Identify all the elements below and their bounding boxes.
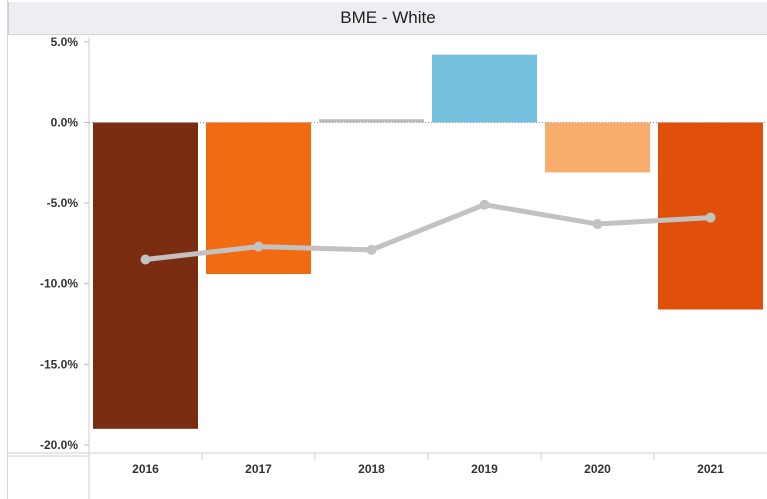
line-point-2021 [705, 212, 716, 223]
x-tick-label-2020: 2020 [584, 462, 611, 476]
bar-2020 [545, 122, 650, 173]
y-tick-label: 5.0% [51, 35, 79, 49]
line-point-2020 [592, 219, 603, 230]
y-tick-label: -10.0% [40, 277, 78, 291]
x-tick-label-2021: 2021 [697, 462, 724, 476]
x-tick-label-2016: 2016 [132, 462, 159, 476]
line-point-2019 [479, 199, 490, 210]
x-tick-label-2018: 2018 [358, 462, 385, 476]
x-tick-label-2017: 2017 [245, 462, 272, 476]
line-point-2016 [140, 254, 151, 265]
bar-2016 [93, 122, 198, 429]
bar-2019 [432, 54, 537, 123]
chart-title: BME - White [340, 8, 436, 27]
line-point-2017 [253, 241, 264, 252]
chart-title-header: BME - White [8, 2, 767, 35]
x-tick-label-2019: 2019 [471, 462, 498, 476]
y-tick-label: -15.0% [40, 357, 78, 371]
left-pane-divider [0, 0, 8, 499]
y-tick-label: 0.0% [51, 115, 79, 129]
trend-line [143, 202, 713, 263]
y-tick-label: -5.0% [47, 196, 79, 210]
y-tick-label: -20.0% [40, 438, 78, 452]
bar-2018 [319, 119, 424, 123]
line-point-2018 [366, 244, 377, 255]
